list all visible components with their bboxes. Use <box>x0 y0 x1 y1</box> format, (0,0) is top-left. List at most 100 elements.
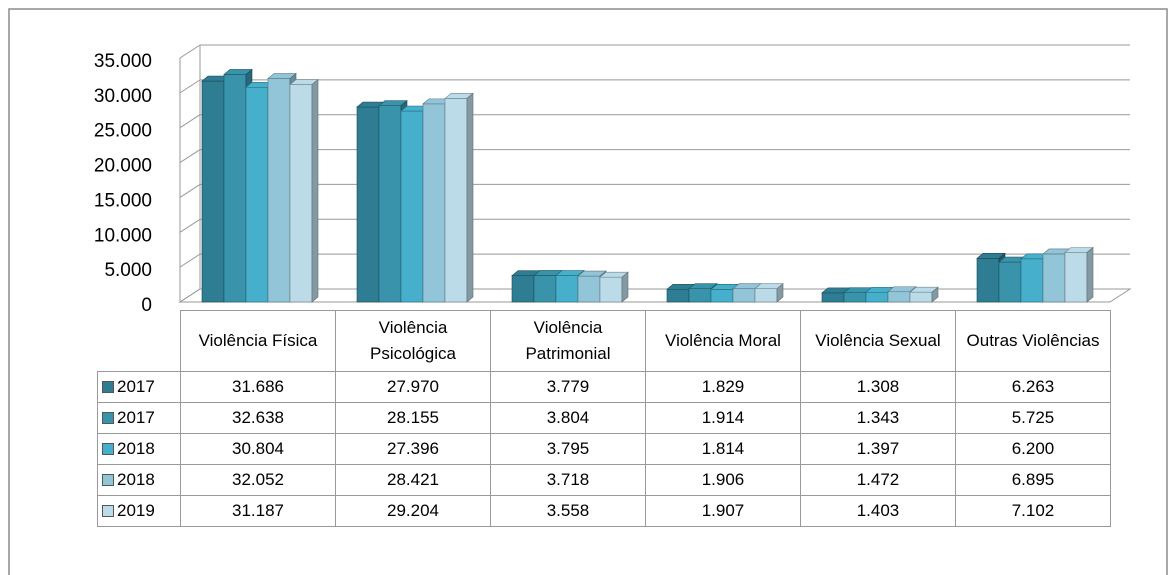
bar-front <box>1042 253 1066 303</box>
value-label: 3.718 <box>490 464 646 496</box>
bar-side <box>466 92 474 303</box>
value-label: 32.638 <box>180 402 336 434</box>
y-tick-label: 35.000 <box>94 51 152 72</box>
y-tick-label: 25.000 <box>94 121 152 142</box>
bar-front <box>356 106 380 303</box>
y-tick-label: 0 <box>141 295 152 316</box>
bar-front <box>223 74 247 303</box>
data-row: 2017 31.686 27.970 3.779 1.829 1.308 6.263 <box>97 371 1111 403</box>
bar-front <box>865 291 889 303</box>
bar-front <box>909 291 933 303</box>
chart-border <box>8 8 1168 575</box>
bar-front <box>732 288 756 303</box>
y-tick-label: 20.000 <box>94 156 152 177</box>
bar-front <box>843 292 867 303</box>
grid-line <box>179 44 1130 59</box>
bar-side <box>776 283 784 303</box>
legend-swatch <box>102 443 114 455</box>
bar-front <box>1064 252 1088 303</box>
legend-entry: 2018 <box>97 464 181 496</box>
value-label: 27.396 <box>335 433 491 465</box>
grid-line <box>179 149 1130 163</box>
bar-front <box>400 110 424 303</box>
bar-front <box>422 103 446 303</box>
grid-line <box>179 218 1130 233</box>
grid-line-side <box>179 44 201 59</box>
legend-swatch <box>102 505 114 517</box>
value-label: 29.204 <box>335 495 491 527</box>
x-tick-label: Violência Moral <box>645 310 801 372</box>
bar-front <box>555 275 579 303</box>
x-tick-label: Outras Violências <box>955 310 1111 372</box>
grid-line-side <box>179 79 201 94</box>
bar-front <box>754 288 778 303</box>
bar-side <box>1086 246 1094 303</box>
legend-swatch <box>102 381 114 393</box>
bar <box>289 78 319 303</box>
value-label: 7.102 <box>955 495 1111 527</box>
bar <box>754 283 784 303</box>
legend-entry: 2018 <box>97 433 181 465</box>
legend-label: 2017 <box>117 408 155 427</box>
value-label: 1.397 <box>800 433 956 465</box>
legend-label: 2018 <box>117 470 155 489</box>
y-tick-label: 5.000 <box>104 260 152 281</box>
bar-side <box>621 271 629 303</box>
bar <box>688 283 718 303</box>
x-tick-label: Violência Psicológica <box>335 310 491 372</box>
value-label: 6.200 <box>955 433 1111 465</box>
value-label: 3.779 <box>490 371 646 403</box>
bar-front <box>976 258 1000 303</box>
legend-entry: 2017 <box>97 402 181 434</box>
y-tick-label: 15.000 <box>94 190 152 211</box>
data-row: 2018 32.052 28.421 3.718 1.906 1.472 6.895 <box>97 464 1111 496</box>
bar-front <box>378 105 402 303</box>
value-label: 3.558 <box>490 495 646 527</box>
value-label: 1.403 <box>800 495 956 527</box>
bar-front <box>599 276 623 303</box>
bar <box>909 286 939 303</box>
value-label: 30.804 <box>180 433 336 465</box>
value-label: 1.308 <box>800 371 956 403</box>
corner-cell <box>97 310 181 372</box>
grid-line <box>179 288 1130 303</box>
grid-line-side <box>179 288 201 303</box>
value-label: 1.814 <box>645 433 801 465</box>
legend-swatch <box>102 412 114 424</box>
legend-label: 2018 <box>117 439 155 458</box>
value-label: 31.187 <box>180 495 336 527</box>
data-row: 2018 30.804 27.396 3.795 1.814 1.397 6.200 <box>97 433 1111 465</box>
bar-front <box>289 84 313 303</box>
grid-line-side <box>179 184 201 198</box>
value-label: 1.907 <box>645 495 801 527</box>
value-label: 1.906 <box>645 464 801 496</box>
bar-front <box>710 289 734 303</box>
grid-line-side <box>179 253 201 268</box>
y-tick-label: 10.000 <box>94 225 152 246</box>
value-label: 1.472 <box>800 464 956 496</box>
value-label: 28.155 <box>335 402 491 434</box>
value-label: 3.795 <box>490 433 646 465</box>
grid-line-side <box>179 218 201 233</box>
x-tick-label: Violência Física <box>180 310 336 372</box>
header-row: Violência Física Violência Psicológica Vio… <box>97 310 1111 372</box>
legend-swatch <box>102 474 114 486</box>
bar-side <box>311 78 319 303</box>
bar-front <box>821 292 845 303</box>
value-label: 5.725 <box>955 402 1111 434</box>
value-label: 3.804 <box>490 402 646 434</box>
grid-line <box>179 253 1130 268</box>
bar <box>599 271 629 303</box>
bar-front <box>688 288 712 303</box>
bar-front <box>267 78 291 303</box>
bar-front <box>887 291 911 303</box>
value-label: 6.895 <box>955 464 1111 496</box>
bar <box>444 92 474 303</box>
x-tick-label: Violência Sexual <box>800 310 956 372</box>
bar-front <box>998 261 1022 303</box>
bar <box>732 283 762 303</box>
bar-front <box>245 86 269 303</box>
bar-front <box>666 288 690 303</box>
